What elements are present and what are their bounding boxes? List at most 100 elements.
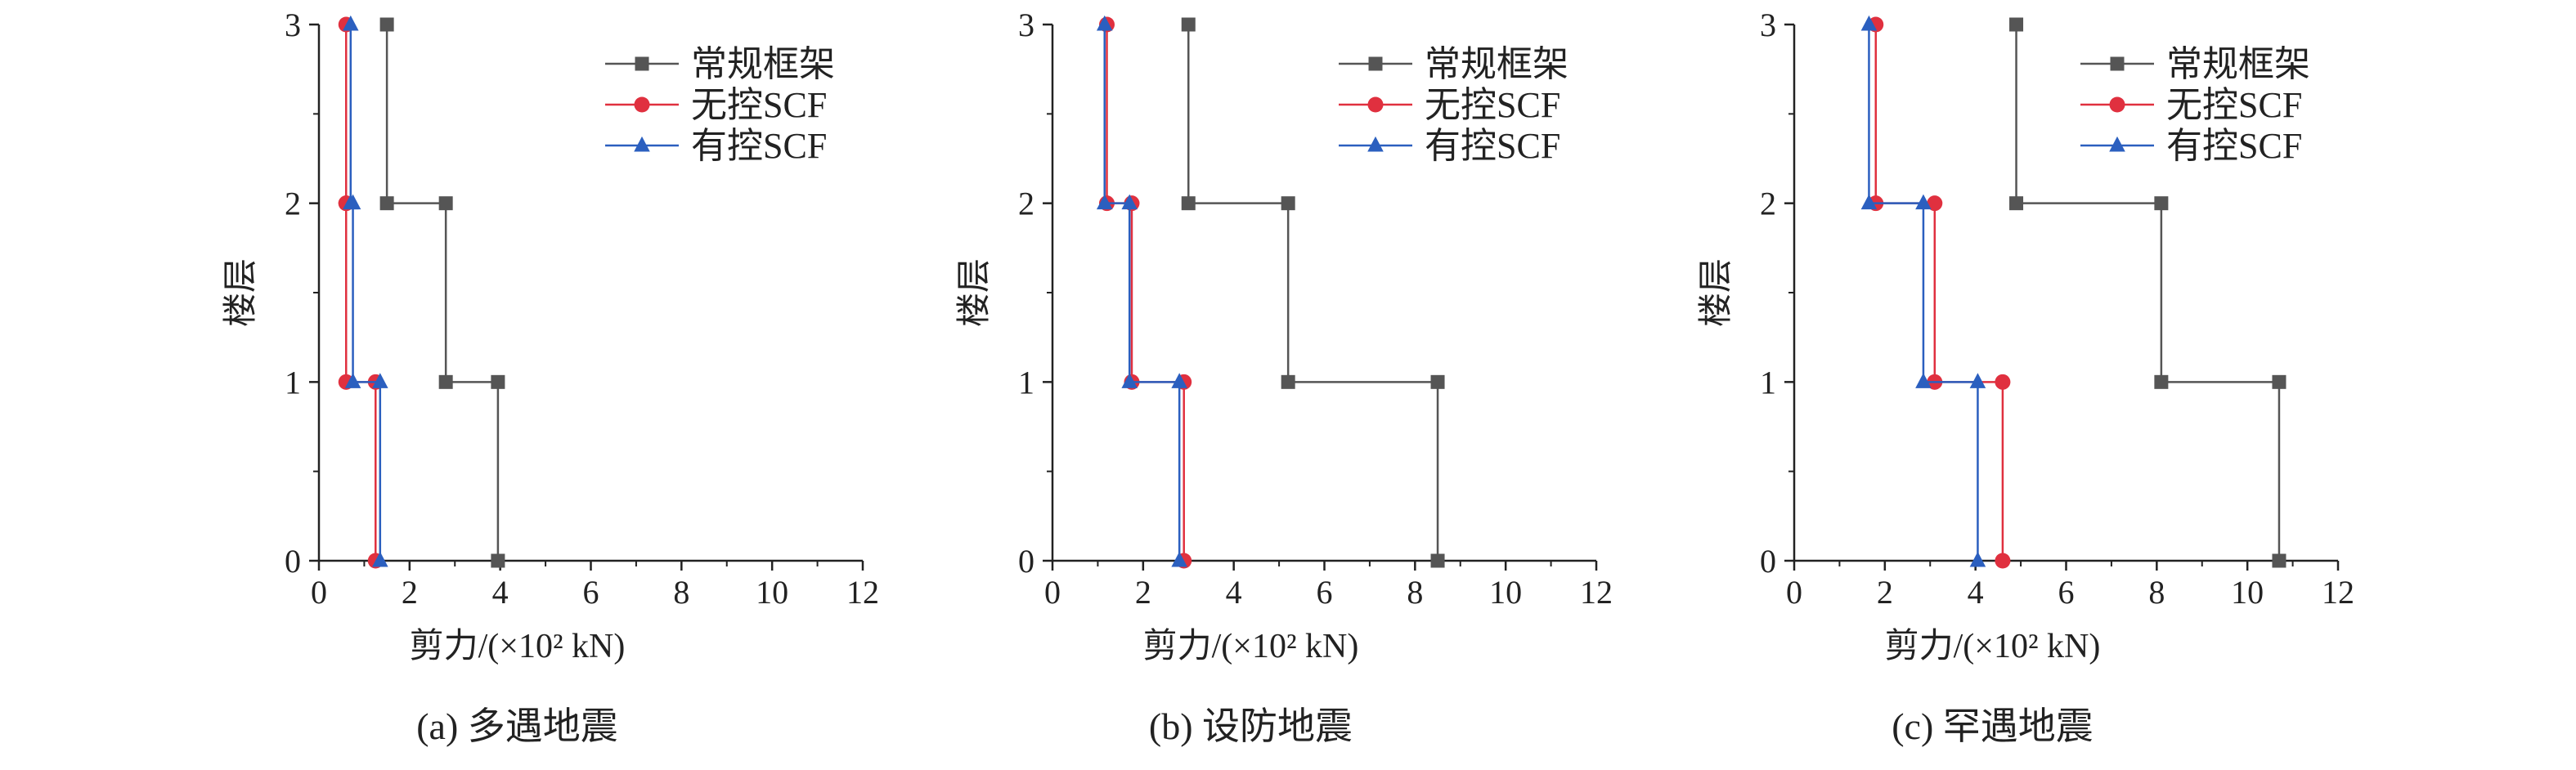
data-point-1 [1430,374,1445,389]
data-point-1 [438,196,453,211]
x-tick-label: 6 [583,574,599,611]
data-point-1 [491,374,505,389]
legend-marker [1367,136,1384,152]
x-tick-label: 12 [846,574,879,611]
y-tick-label: 2 [285,186,301,222]
chart-caption: (b) 设防地震 [1149,705,1353,747]
data-point-1 [2154,374,2169,389]
y-tick-label: 3 [285,7,301,43]
y-axis-label: 楼层 [1698,258,1735,327]
data-point-1 [2009,196,2024,211]
legend-marker [2110,56,2125,71]
data-point-1 [1281,374,1295,389]
data-point-1 [379,196,394,211]
x-tick-label: 4 [492,574,509,611]
data-point-1 [491,553,505,568]
x-tick-label: 4 [1968,574,1984,611]
x-axis-label: 剪力/(×10² kN) [1143,628,1359,665]
x-tick-label: 8 [673,574,689,611]
x-tick-label: 10 [756,574,788,611]
legend-label: 有控SCF [2166,126,2302,166]
data-point-1 [1430,553,1445,568]
legend-marker [1367,96,1384,113]
data-point-3 [1096,15,1113,31]
x-tick-label: 4 [1226,574,1242,611]
series-line-2 [1106,25,1185,561]
y-tick-label: 0 [285,543,301,580]
legend-label: 有控SCF [691,126,827,166]
series-line-1 [1187,25,1439,561]
data-point-3 [343,15,359,31]
legend-marker [634,136,650,152]
data-point-3 [1969,373,1986,388]
x-tick-label: 10 [1489,574,1522,611]
x-tick-label: 12 [1580,574,1613,611]
data-point-3 [1915,194,1932,210]
data-point-3 [372,373,388,388]
data-point-3 [1969,551,1986,567]
data-point-3 [1121,194,1138,210]
data-point-1 [2154,196,2169,211]
data-point-1 [379,17,394,32]
x-axis-label: 剪力/(×10² kN) [410,628,626,665]
data-point-1 [2009,17,2024,32]
x-tick-label: 8 [1407,574,1423,611]
y-axis-label: 楼层 [222,258,260,327]
legend-label: 无控SCF [2166,85,2302,125]
legend-label: 无控SCF [1425,85,1560,125]
y-tick-label: 3 [1018,7,1034,43]
data-point-2 [1995,374,2011,390]
data-point-3 [1171,551,1187,567]
data-point-1 [1281,196,1295,211]
y-tick-label: 3 [1760,7,1776,43]
legend-label: 常规框架 [691,44,835,84]
x-axis-label: 剪力/(×10² kN) [1885,628,2101,665]
y-tick-label: 1 [1760,364,1776,401]
y-tick-label: 0 [1018,543,1034,580]
y-tick-label: 2 [1760,186,1776,222]
x-tick-label: 0 [311,574,327,611]
data-point-3 [1171,373,1187,388]
data-point-3 [372,551,388,567]
y-tick-label: 1 [1018,364,1034,401]
legend-marker [2109,96,2125,113]
data-point-1 [2272,553,2287,568]
x-tick-label: 0 [1786,574,1802,611]
data-point-3 [1860,194,1878,210]
chart-caption: (c) 罕遇地震 [1892,705,2094,747]
series-line-1 [385,25,500,561]
data-point-2 [1927,195,1943,212]
x-tick-label: 6 [2058,574,2075,611]
x-tick-label: 2 [402,574,418,611]
x-tick-label: 6 [1317,574,1333,611]
legend-marker [634,96,650,113]
x-tick-label: 2 [1135,574,1151,611]
data-point-3 [1096,194,1113,210]
data-point-1 [438,374,453,389]
legend-marker [1368,56,1383,71]
y-tick-label: 1 [285,364,301,401]
x-tick-label: 10 [2231,574,2264,611]
data-point-3 [1915,373,1932,388]
data-point-3 [1860,15,1878,31]
legend-label: 无控SCF [691,85,827,125]
legend-marker [2109,136,2125,152]
data-point-1 [1181,196,1196,211]
x-tick-label: 8 [2148,574,2165,611]
x-tick-label: 2 [1877,574,1893,611]
data-point-3 [343,194,359,210]
x-tick-label: 12 [2322,574,2354,611]
series-line-2 [1874,25,2004,561]
y-axis-label: 楼层 [956,258,994,327]
series-line-1 [2015,25,2281,561]
legend-label: 常规框架 [2166,44,2310,84]
data-point-1 [1181,17,1196,32]
series-line-3 [1868,25,1979,561]
x-tick-label: 0 [1044,574,1061,611]
y-tick-label: 2 [1018,186,1034,222]
